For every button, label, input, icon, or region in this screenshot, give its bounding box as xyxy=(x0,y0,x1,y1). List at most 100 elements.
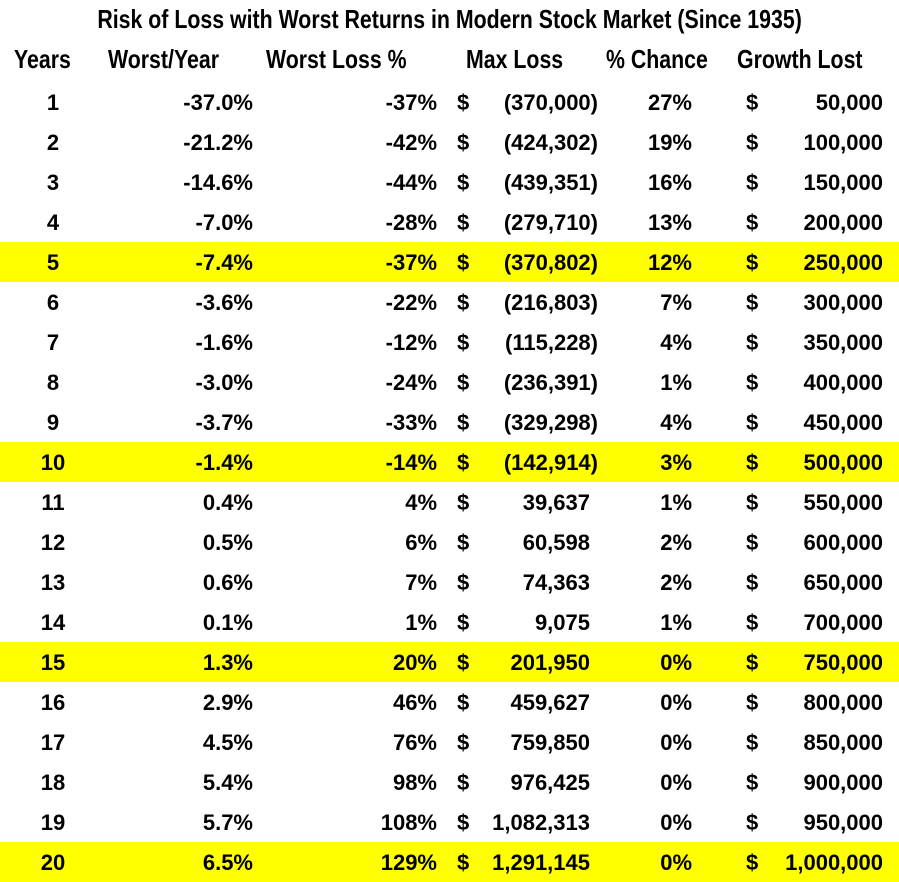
worst-year-cell: 1.3% xyxy=(202,650,253,675)
worst-loss-cell: -33% xyxy=(385,410,437,435)
worst-loss-cell: -12% xyxy=(385,330,437,355)
currency-symbol: $ xyxy=(457,170,470,195)
chance-cell: 0% xyxy=(660,770,692,795)
worst-year-cell: 6.5% xyxy=(202,850,253,875)
year-cell: 2 xyxy=(46,130,60,155)
currency-symbol: $ xyxy=(457,370,470,395)
worst-year-cell: 0.4% xyxy=(202,490,253,515)
worst-year-cell: -14.6% xyxy=(183,170,253,195)
chance-cell: 4% xyxy=(660,330,692,355)
year-cell: 10 xyxy=(40,450,66,475)
chance-cell: 1% xyxy=(660,490,692,515)
year-cell: 13 xyxy=(40,570,66,595)
table-row: 17 4.5% 76% $759,850 0% $850,000 xyxy=(0,722,899,762)
currency-symbol: $ xyxy=(457,450,470,475)
chance-cell: 0% xyxy=(660,850,692,875)
worst-year-cell: 0.5% xyxy=(202,530,253,555)
year-cell: 12 xyxy=(40,530,66,555)
currency-symbol: $ xyxy=(746,690,759,715)
worst-year-cell: 4.5% xyxy=(202,730,253,755)
worst-year-cell: -3.6% xyxy=(195,290,253,315)
chance-cell: 0% xyxy=(660,730,692,755)
year-cell: 14 xyxy=(40,610,66,635)
growth-lost-cell: 800,000 xyxy=(803,690,883,715)
max-loss-cell: 39,637 xyxy=(522,490,590,515)
header-max-loss: Max Loss xyxy=(466,44,564,74)
growth-lost-cell: 600,000 xyxy=(803,530,883,555)
currency-symbol: $ xyxy=(746,290,759,315)
chance-cell: 2% xyxy=(660,570,692,595)
worst-loss-cell: 76% xyxy=(392,730,437,755)
worst-year-cell: -37.0% xyxy=(183,90,253,115)
currency-symbol: $ xyxy=(457,530,470,555)
worst-loss-cell: -28% xyxy=(385,210,437,235)
growth-lost-cell: 900,000 xyxy=(803,770,883,795)
chance-cell: 13% xyxy=(647,210,692,235)
worst-year-cell: -1.4% xyxy=(195,450,253,475)
currency-symbol: $ xyxy=(457,730,470,755)
table-row: 7 -1.6% -12% $ (115,228) 4% $350,000 xyxy=(0,322,899,362)
worst-loss-cell: 46% xyxy=(392,690,437,715)
worst-year-cell: 2.9% xyxy=(202,690,253,715)
worst-loss-cell: -24% xyxy=(385,370,437,395)
header-worst-loss: Worst Loss % xyxy=(266,44,407,74)
max-loss-cell: 60,598 xyxy=(522,530,590,555)
currency-symbol: $ xyxy=(746,570,759,595)
max-loss-cell: (279,710) xyxy=(503,210,598,235)
currency-symbol: $ xyxy=(457,810,470,835)
max-loss-cell: 459,627 xyxy=(510,690,590,715)
worst-loss-cell: -37% xyxy=(385,250,437,275)
currency-symbol: $ xyxy=(746,730,759,755)
growth-lost-cell: 550,000 xyxy=(803,490,883,515)
growth-lost-cell: 850,000 xyxy=(803,730,883,755)
table-title: Risk of Loss with Worst Returns in Moder… xyxy=(97,4,802,34)
table-row: 19 5.7% 108% $1,082,313 0% $950,000 xyxy=(0,802,899,842)
table-row: 1 -37.0% -37% $ (370,000) 27% $50,000 xyxy=(0,82,899,122)
growth-lost-cell: 1,000,000 xyxy=(785,850,883,875)
table-row: 11 0.4% 4% $39,637 1% $550,000 xyxy=(0,482,899,522)
chance-cell: 4% xyxy=(660,410,692,435)
year-cell: 20 xyxy=(40,850,66,875)
growth-lost-cell: 50,000 xyxy=(815,90,883,115)
worst-loss-cell: -14% xyxy=(385,450,437,475)
worst-loss-cell: 98% xyxy=(392,770,437,795)
worst-loss-cell: 108% xyxy=(380,810,437,835)
year-cell: 19 xyxy=(40,810,66,835)
max-loss-cell: (115,228) xyxy=(505,330,598,355)
worst-year-cell: -7.0% xyxy=(195,210,253,235)
header-years: Years xyxy=(14,44,71,74)
growth-lost-cell: 150,000 xyxy=(803,170,883,195)
currency-symbol: $ xyxy=(746,130,759,155)
currency-symbol: $ xyxy=(746,410,759,435)
chance-cell: 1% xyxy=(660,370,692,395)
table-row: 15 1.3% 20% $201,950 0% $750,000 xyxy=(0,642,899,682)
growth-lost-cell: 450,000 xyxy=(803,410,883,435)
worst-loss-cell: 1% xyxy=(405,610,437,635)
currency-symbol: $ xyxy=(746,850,759,875)
max-loss-cell: 9,075 xyxy=(534,610,590,635)
chance-cell: 3% xyxy=(660,450,692,475)
max-loss-cell: 759,850 xyxy=(510,730,590,755)
table-row: 6 -3.6% -22% $ (216,803) 7% $300,000 xyxy=(0,282,899,322)
header-chance: % Chance xyxy=(606,44,708,74)
worst-loss-cell: -42% xyxy=(385,130,437,155)
worst-year-cell: 5.7% xyxy=(202,810,253,835)
worst-year-cell: -21.2% xyxy=(183,130,253,155)
currency-symbol: $ xyxy=(746,770,759,795)
currency-symbol: $ xyxy=(746,330,759,355)
table-row: 5 -7.4% -37% $ (370,802) 12% $250,000 xyxy=(0,242,899,282)
chance-cell: 0% xyxy=(660,650,692,675)
currency-symbol: $ xyxy=(457,490,470,515)
currency-symbol: $ xyxy=(457,330,470,355)
max-loss-cell: 1,291,145 xyxy=(492,850,590,875)
growth-lost-cell: 250,000 xyxy=(803,250,883,275)
currency-symbol: $ xyxy=(746,810,759,835)
currency-symbol: $ xyxy=(457,210,470,235)
table-row: 8 -3.0% -24% $ (236,391) 1% $400,000 xyxy=(0,362,899,402)
growth-lost-cell: 500,000 xyxy=(803,450,883,475)
max-loss-cell: 74,363 xyxy=(522,570,590,595)
max-loss-cell: 201,950 xyxy=(510,650,590,675)
worst-loss-cell: 20% xyxy=(392,650,437,675)
growth-lost-cell: 700,000 xyxy=(803,610,883,635)
chance-cell: 12% xyxy=(647,250,692,275)
